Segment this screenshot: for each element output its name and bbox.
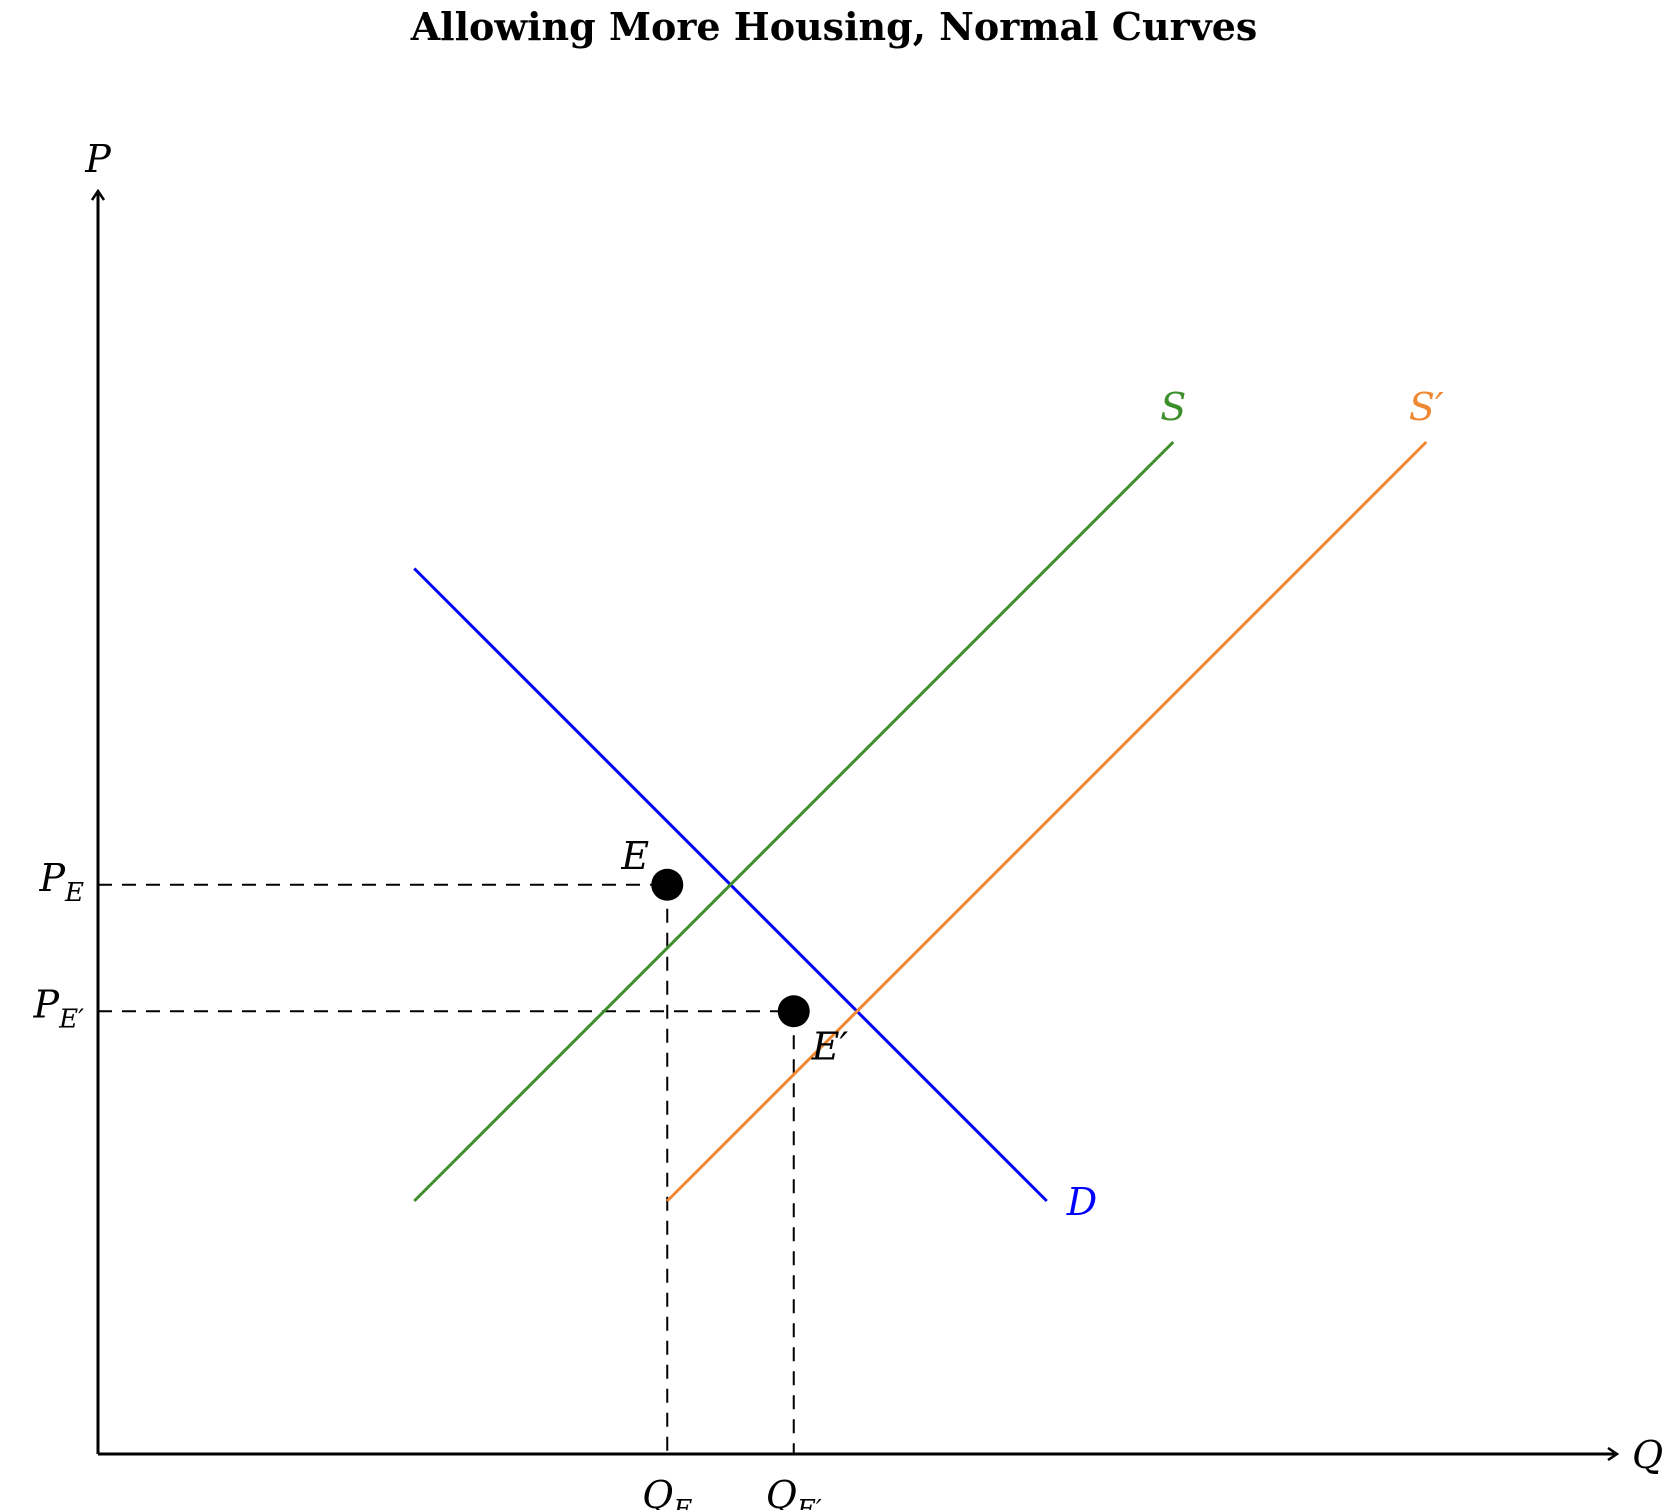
supply-curve <box>413 440 1175 1203</box>
equilibrium-point-e-prime <box>777 995 810 1028</box>
price-label-e-prime: PE′ <box>33 982 85 1034</box>
price-axis-label: P <box>84 137 112 181</box>
price-label-e: PE <box>38 856 84 908</box>
supply-curve-label: S <box>1160 385 1186 429</box>
equilibrium-label-e-prime: E′ <box>811 1024 849 1068</box>
quantity-axis-label: Q <box>1632 1433 1663 1477</box>
shifted-supply-curve-label: S′ <box>1409 385 1444 429</box>
equilibrium-label-e: E <box>620 834 649 878</box>
demand-curve-label: D <box>1066 1180 1097 1224</box>
quantity-label-e-prime: QE′ <box>766 1473 822 1510</box>
quantity-label-e: QE <box>642 1473 692 1510</box>
diagram-title: Allowing More Housing, Normal Curves <box>410 4 1258 49</box>
shifted-supply-curve <box>666 440 1428 1203</box>
equilibrium-point-e <box>651 868 684 901</box>
